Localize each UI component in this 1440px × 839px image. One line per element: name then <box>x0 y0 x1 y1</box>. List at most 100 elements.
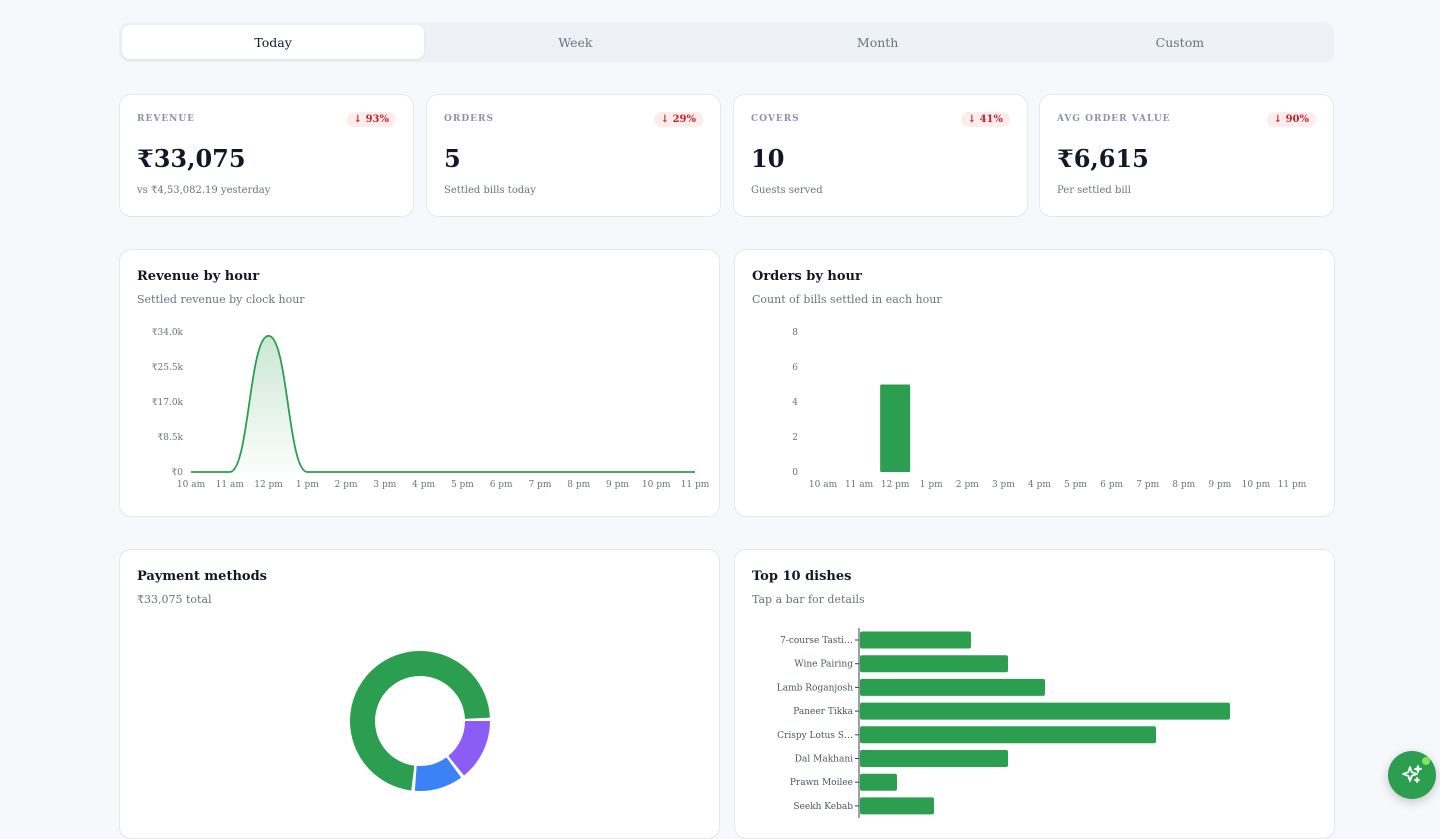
x-tick-label: 6 pm <box>1100 480 1123 490</box>
x-tick-label: 11 pm <box>1278 480 1307 490</box>
kpi-card-covers: COVERS ↓ 41% 10 Guests served <box>733 94 1028 217</box>
revenue-area-chart: ₹0 ₹8.5k ₹17.0k ₹25.5k ₹34.0k 10 am 11 am 12 pm… <box>152 328 710 490</box>
dish-bar <box>860 750 1008 767</box>
x-tick-label: 9 pm <box>606 480 629 490</box>
x-tick-label: 11 am <box>845 480 874 490</box>
x-tick-label: 1 pm <box>296 480 319 490</box>
notification-dot <box>1422 757 1430 765</box>
x-tick-label: 3 pm <box>373 480 396 490</box>
y-tick-label: 8 <box>792 328 798 338</box>
kpi-subtext: Settled bills today <box>444 185 536 196</box>
period-tabs: Today Week Month Custom <box>119 22 1334 62</box>
kpi-subtext: Guests served <box>751 185 823 196</box>
tab-month[interactable]: Month <box>856 34 899 50</box>
x-tick-label: 6 pm <box>490 480 513 490</box>
dish-bar <box>860 631 971 649</box>
card-title: Payment methods <box>137 569 267 584</box>
card-title: Revenue by hour <box>137 269 260 284</box>
kpi-change-badge: ↓ 29% <box>653 112 703 127</box>
card-subtitle: Settled revenue by clock hour <box>137 293 305 306</box>
y-tick-label: Paneer Tikka <box>793 707 853 717</box>
revenue-line <box>191 334 695 473</box>
ai-assistant-button[interactable] <box>1388 751 1436 799</box>
card-subtitle: Count of bills settled in each hour <box>752 293 942 306</box>
y-tick-label: 2 <box>792 433 798 443</box>
tab-week[interactable]: Week <box>558 34 593 50</box>
donut-slice <box>350 651 490 791</box>
y-tick-label: Dal Makhani <box>795 755 853 765</box>
revenue-area-fill <box>191 335 695 472</box>
dish-bar <box>860 726 1156 744</box>
top-dishes-card: Top 10 dishes Tap a bar for details 7-co… <box>734 549 1335 839</box>
kpi-value: ₹33,075 <box>137 144 246 173</box>
kpi-label: ORDERS <box>444 114 494 124</box>
y-tick-label: ₹0 <box>172 468 184 478</box>
y-tick-label: ₹17.0k <box>152 398 184 408</box>
y-tick-label: Wine Pairing <box>794 660 853 670</box>
x-tick-label: 7 pm <box>528 480 551 490</box>
kpi-subtext: Per settled bill <box>1057 185 1131 196</box>
orders-by-hour-card: Orders by hour Count of bills settled in… <box>734 249 1335 517</box>
orders-bar <box>880 384 911 472</box>
kpi-card-revenue: REVENUE ↓ 93% ₹33,075 vs ₹4,53,082.19 ye… <box>119 94 414 217</box>
y-tick-label: Seekh Kebab <box>793 802 853 812</box>
y-tick-label: Prawn Moilee <box>790 778 853 788</box>
y-tick-label: Crispy Lotus S… <box>777 731 853 741</box>
x-tick-label: 10 am <box>809 480 838 490</box>
tab-today[interactable]: Today <box>122 25 425 59</box>
kpi-value: 5 <box>444 144 461 173</box>
card-title: Orders by hour <box>752 269 862 284</box>
donut-slice <box>350 651 490 791</box>
x-tick-label: 4 pm <box>412 480 435 490</box>
x-tick-label: 10 pm <box>1242 480 1271 490</box>
x-tick-label: 12 pm <box>254 480 283 490</box>
kpi-label: AVG ORDER VALUE <box>1057 114 1171 124</box>
x-tick-label: 8 pm <box>567 480 590 490</box>
revenue-by-hour-card: Revenue by hour Settled revenue by clock… <box>119 249 720 517</box>
x-tick-label: 11 pm <box>681 480 710 490</box>
donut-slice <box>350 651 490 791</box>
y-tick-label: ₹25.5k <box>152 363 184 373</box>
x-tick-label: 5 pm <box>1064 480 1087 490</box>
kpi-value: 10 <box>751 144 785 173</box>
x-tick-label: 1 pm <box>920 480 943 490</box>
x-tick-label: 5 pm <box>451 480 474 490</box>
top-dishes-bar-chart: 7-course Tasti… Wine Pairing Lamb Roganjos… <box>777 628 1230 818</box>
dish-bar <box>860 655 1008 673</box>
y-tick-label: 6 <box>792 363 798 373</box>
sparkle-icon <box>1402 765 1422 783</box>
kpi-change-badge: ↓ 41% <box>960 112 1010 127</box>
x-tick-label: 11 am <box>216 480 245 490</box>
y-tick-label: ₹34.0k <box>152 328 184 338</box>
orders-bar-chart: 0 2 4 6 8 10 am 11 am 12 pm 1 pm 2 pm 3 pm 4 pm 5 pm… <box>792 328 1307 490</box>
y-tick-label: 0 <box>792 468 798 478</box>
x-tick-label: 10 am <box>177 480 206 490</box>
x-tick-label: 12 pm <box>881 480 910 490</box>
y-tick-label: Lamb Roganjosh <box>777 683 853 693</box>
y-tick-label: 4 <box>792 398 798 408</box>
payment-methods-card: Payment methods ₹33,075 total <box>119 549 720 839</box>
kpi-card-orders: ORDERS ↓ 29% 5 Settled bills today <box>426 94 721 217</box>
x-tick-label: 3 pm <box>992 480 1015 490</box>
card-subtitle: ₹33,075 total <box>137 593 212 606</box>
x-tick-label: 8 pm <box>1172 480 1195 490</box>
kpi-change-badge: ↓ 90% <box>1266 112 1316 127</box>
x-tick-label: 9 pm <box>1208 480 1231 490</box>
y-tick-label: 7-course Tasti… <box>780 636 853 646</box>
kpi-value: ₹6,615 <box>1057 144 1149 173</box>
kpi-card-avg-order-value: AVG ORDER VALUE ↓ 90% ₹6,615 Per settled… <box>1039 94 1334 217</box>
tab-custom[interactable]: Custom <box>1155 34 1205 50</box>
x-tick-label: 2 pm <box>956 480 979 490</box>
x-tick-label: 10 pm <box>642 480 671 490</box>
dish-bar <box>860 702 1230 720</box>
payment-donut-chart <box>350 651 490 791</box>
x-tick-label: 4 pm <box>1028 480 1051 490</box>
x-tick-label: 2 pm <box>335 480 358 490</box>
y-tick-label: ₹8.5k <box>158 433 184 443</box>
kpi-subtext: vs ₹4,53,082.19 yesterday <box>137 185 271 196</box>
dish-bar <box>860 678 1045 696</box>
dish-bar <box>860 797 934 815</box>
kpi-change-badge: ↓ 93% <box>346 112 396 127</box>
card-title: Top 10 dishes <box>752 569 852 584</box>
card-subtitle: Tap a bar for details <box>752 593 865 606</box>
